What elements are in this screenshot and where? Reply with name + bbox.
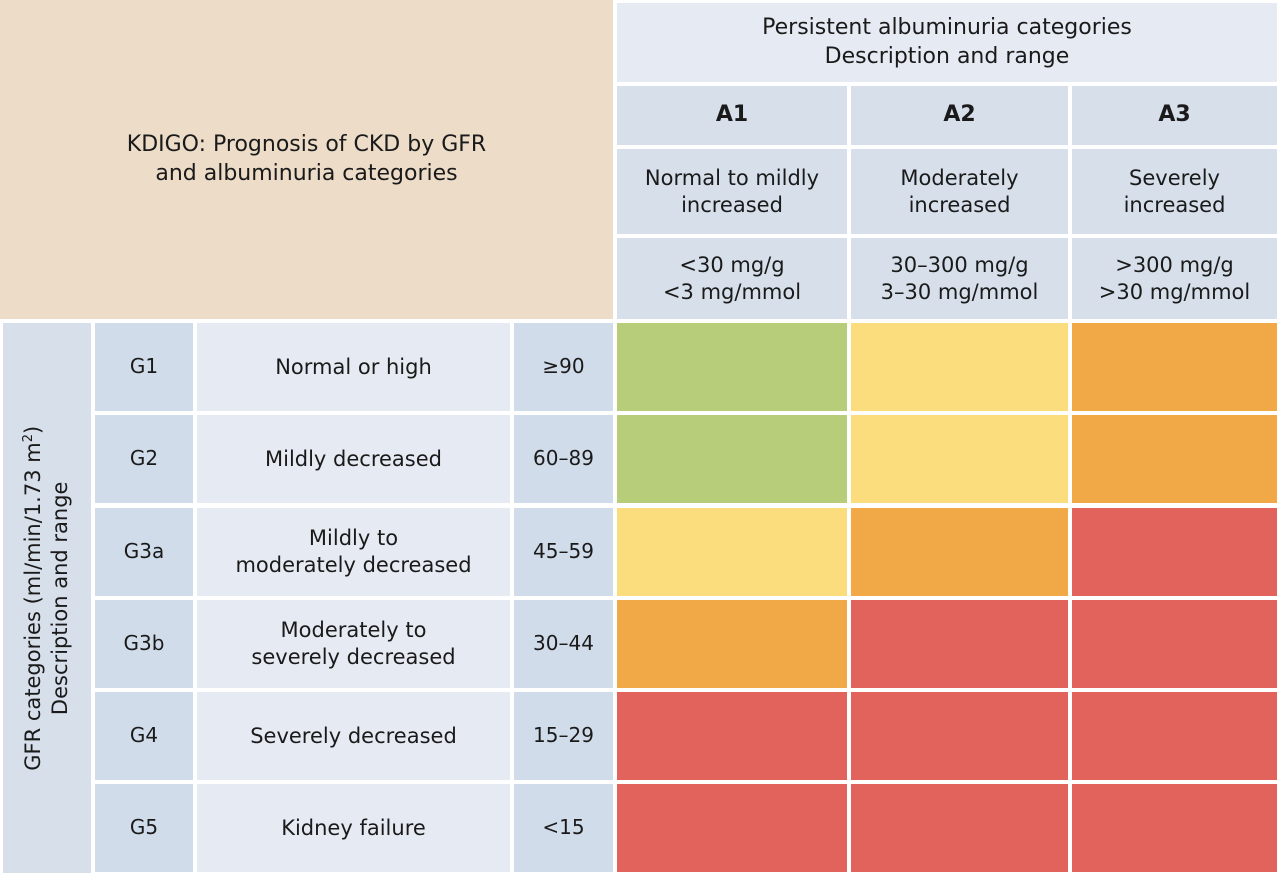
risk-cell-g3b-a2 (851, 600, 1068, 688)
risk-cell-g4-a1 (617, 692, 847, 780)
gfr-desc-g3a: Mildly to moderately decreased (197, 508, 510, 596)
risk-cell-g5-a2 (851, 784, 1068, 872)
risk-cell-g3a-a2 (851, 508, 1068, 596)
albuminuria-desc-a2-line2: increased (908, 192, 1011, 217)
gfr-range-g3b: 30–44 (514, 600, 613, 688)
gfr-desc-g4-line1: Severely decreased (250, 723, 457, 748)
albuminuria-range-a2-line1: 30–300 mg/g (890, 252, 1029, 277)
albuminuria-header: Persistent albuminuria categories Descri… (617, 3, 1277, 82)
gfr-header-line2: Description and range (48, 481, 73, 715)
risk-cell-g3a-a3 (1072, 508, 1277, 596)
albuminuria-desc-a3-line1: Severely (1129, 165, 1220, 190)
gfr-range-g2: 60–89 (514, 415, 613, 503)
gfr-code-g2: G2 (95, 415, 193, 503)
gfr-categories-label-text: GFR categories (ml/min/1.73 m2) Descript… (20, 426, 75, 771)
gfr-range-g5: <15 (514, 784, 613, 872)
albuminuria-code-a1: A1 (617, 86, 847, 145)
gfr-desc-g1-line1: Normal or high (275, 354, 432, 379)
gfr-desc-g2: Mildly decreased (197, 415, 510, 503)
table-title: KDIGO: Prognosis of CKD by GFR and album… (0, 0, 613, 319)
risk-cell-g3b-a3 (1072, 600, 1277, 688)
albuminuria-range-a1-line1: <30 mg/g (679, 252, 785, 277)
albuminuria-header-line1: Persistent albuminuria categories (762, 15, 1132, 41)
albuminuria-desc-a1-line2: increased (681, 192, 783, 217)
albuminuria-header-line2: Description and range (824, 43, 1070, 69)
albuminuria-range-a3-line2: >30 mg/mmol (1098, 279, 1251, 304)
albuminuria-desc-a3: Severely increased (1072, 149, 1277, 234)
gfr-desc-g5: Kidney failure (197, 784, 510, 872)
risk-cell-g2-a3 (1072, 415, 1277, 503)
gfr-code-g5: G5 (95, 784, 193, 872)
gfr-range-g4: 15–29 (514, 692, 613, 780)
risk-cell-g2-a2 (851, 415, 1068, 503)
risk-cell-g2-a1 (617, 415, 847, 503)
gfr-code-g3a: G3a (95, 508, 193, 596)
gfr-desc-g3b-line1: Moderately to (280, 618, 427, 643)
gfr-desc-g3a-line1: Mildly to (308, 526, 399, 551)
table-title-line1: KDIGO: Prognosis of CKD by GFR (126, 132, 487, 158)
risk-cell-g5-a1 (617, 784, 847, 872)
table-title-line2: and albuminuria categories (155, 160, 458, 186)
risk-cell-g3a-a1 (617, 508, 847, 596)
gfr-desc-g4: Severely decreased (197, 692, 510, 780)
albuminuria-desc-a2: Moderately increased (851, 149, 1068, 234)
risk-cell-g4-a3 (1072, 692, 1277, 780)
gfr-categories-label: GFR categories (ml/min/1.73 m2) Descript… (3, 323, 91, 873)
gfr-header-superscript: 2 (20, 433, 36, 442)
albuminuria-code-a2: A2 (851, 86, 1068, 145)
risk-cell-g4-a2 (851, 692, 1068, 780)
risk-cell-g3b-a1 (617, 600, 847, 688)
albuminuria-range-a1: <30 mg/g <3 mg/mmol (617, 238, 847, 319)
gfr-range-g1: ≥90 (514, 323, 613, 411)
albuminuria-desc-a2-line1: Moderately (900, 165, 1019, 190)
gfr-header-line1-end: ) (20, 425, 45, 434)
risk-cell-g1-a1 (617, 323, 847, 411)
gfr-desc-g1: Normal or high (197, 323, 510, 411)
albuminuria-range-a1-line2: <3 mg/mmol (662, 279, 802, 304)
gfr-desc-g3b-line2: severely decreased (251, 645, 456, 669)
gfr-header-line1: GFR categories (ml/min/1.73 m (20, 441, 45, 771)
albuminuria-code-a3: A3 (1072, 86, 1277, 145)
gfr-range-g3a: 45–59 (514, 508, 613, 596)
gfr-desc-g2-line1: Mildly decreased (264, 446, 442, 471)
gfr-code-g3b: G3b (95, 600, 193, 688)
albuminuria-desc-a1-line1: Normal to mildly (644, 165, 820, 190)
gfr-desc-g5-line1: Kidney failure (281, 815, 426, 840)
gfr-desc-g3a-line2: moderately decreased (235, 553, 472, 577)
risk-cell-g1-a3 (1072, 323, 1277, 411)
risk-cell-g1-a2 (851, 323, 1068, 411)
risk-cell-g5-a3 (1072, 784, 1277, 872)
albuminuria-range-a2-line2: 3–30 mg/mmol (880, 279, 1039, 304)
albuminuria-desc-a1: Normal to mildly increased (617, 149, 847, 234)
albuminuria-desc-a3-line2: increased (1123, 192, 1226, 217)
albuminuria-range-a2: 30–300 mg/g 3–30 mg/mmol (851, 238, 1068, 319)
albuminuria-range-a3-line1: >300 mg/g (1115, 252, 1234, 277)
gfr-code-g1: G1 (95, 323, 193, 411)
gfr-desc-g3b: Moderately to severely decreased (197, 600, 510, 688)
gfr-code-g4: G4 (95, 692, 193, 780)
albuminuria-range-a3: >300 mg/g >30 mg/mmol (1072, 238, 1277, 319)
